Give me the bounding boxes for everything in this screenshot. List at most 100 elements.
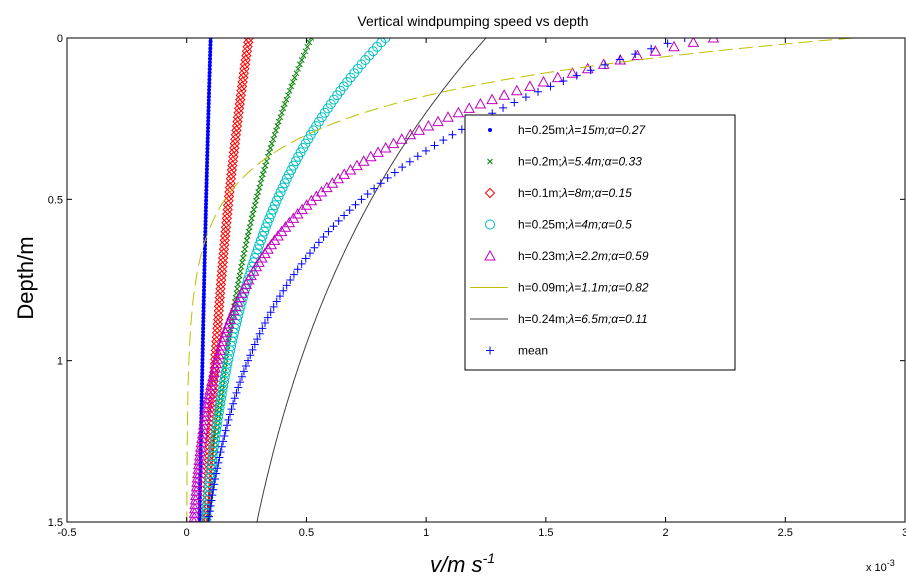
data-point [224, 415, 233, 424]
data-point [199, 385, 204, 390]
data-point [278, 109, 285, 116]
data-point [192, 467, 204, 479]
data-point [413, 152, 422, 161]
x-tick-label: 0.5 [299, 527, 314, 539]
data-point [261, 319, 270, 328]
data-point [510, 98, 519, 107]
data-point [190, 480, 203, 492]
x-tick-label: 0 [184, 527, 190, 539]
data-point [212, 348, 225, 360]
y-tick-label: 1.5 [48, 517, 63, 529]
data-point [631, 50, 640, 59]
data-point [197, 423, 210, 435]
data-point [647, 44, 656, 53]
data-point [207, 370, 219, 382]
data-point [269, 302, 278, 311]
data-point [214, 458, 223, 467]
data-point [287, 212, 300, 223]
data-point [257, 180, 264, 187]
data-point [203, 222, 208, 227]
data-point [193, 454, 206, 465]
data-point [207, 67, 212, 72]
x-tick-label: 1 [423, 527, 429, 539]
data-point [205, 146, 210, 151]
legend-item: mean [486, 344, 548, 358]
series-plus [204, 38, 689, 522]
chart-title: Vertical windpumping speed vs depth [357, 13, 588, 29]
series-line [186, 38, 853, 522]
data-point [485, 219, 495, 230]
data-point [275, 118, 282, 125]
data-point [452, 106, 465, 118]
data-point [546, 82, 555, 91]
data-point [551, 71, 564, 83]
data-point [289, 270, 298, 279]
data-point [236, 378, 245, 387]
data-point [229, 300, 242, 311]
data-point [205, 512, 213, 521]
data-point [205, 379, 217, 391]
data-point [200, 401, 213, 413]
data-point [236, 81, 248, 92]
data-point [201, 319, 206, 324]
data-point [200, 357, 205, 362]
data-point [288, 83, 295, 90]
data-point [340, 211, 349, 220]
data-point [204, 170, 209, 175]
x-tick-label: 3 [902, 527, 906, 539]
data-point [205, 132, 210, 137]
data-point [232, 116, 243, 127]
data-point [216, 335, 229, 347]
legend-box [464, 114, 736, 371]
data-point [209, 361, 221, 373]
data-point [199, 410, 212, 421]
data-point [202, 274, 207, 279]
data-point [205, 139, 210, 144]
data-point [283, 96, 290, 103]
data-point [344, 163, 357, 175]
data-point [268, 234, 281, 245]
data-point [338, 168, 351, 179]
data-point [484, 187, 496, 199]
data-point [203, 205, 208, 210]
data-point [233, 103, 245, 114]
data-point [210, 480, 219, 489]
data-point [286, 87, 293, 94]
data-point [200, 371, 205, 376]
data-point [235, 281, 241, 288]
data-point [239, 367, 248, 376]
data-point [231, 120, 243, 132]
data-point [200, 405, 212, 417]
data-point [463, 102, 476, 113]
data-point [190, 489, 202, 501]
data-point [229, 399, 238, 408]
data-point [283, 216, 296, 228]
data-point [239, 63, 250, 75]
data-point [228, 147, 240, 158]
data-point [200, 374, 205, 379]
data-point [226, 164, 238, 176]
data-point [296, 203, 308, 215]
data-point [405, 157, 414, 166]
data-point [207, 60, 212, 65]
data-point [649, 45, 662, 56]
data-point [209, 485, 218, 494]
data-point [363, 189, 372, 198]
data-point [191, 476, 203, 487]
data-point [196, 432, 208, 443]
legend-item: h=0.09m;λ=1.1m;α=0.82 [470, 281, 649, 295]
data-point [293, 265, 302, 274]
data-point [227, 160, 238, 171]
data-point [203, 215, 208, 220]
data-point [281, 173, 292, 184]
data-point [286, 276, 295, 284]
data-point [266, 209, 277, 219]
data-point [216, 448, 225, 457]
x-tick-label: 2 [663, 527, 669, 539]
y-tick-label: 0 [57, 33, 63, 45]
data-point [282, 281, 291, 290]
data-point [218, 331, 230, 342]
data-point [204, 163, 209, 168]
data-point [244, 233, 251, 239]
data-point [220, 431, 229, 440]
